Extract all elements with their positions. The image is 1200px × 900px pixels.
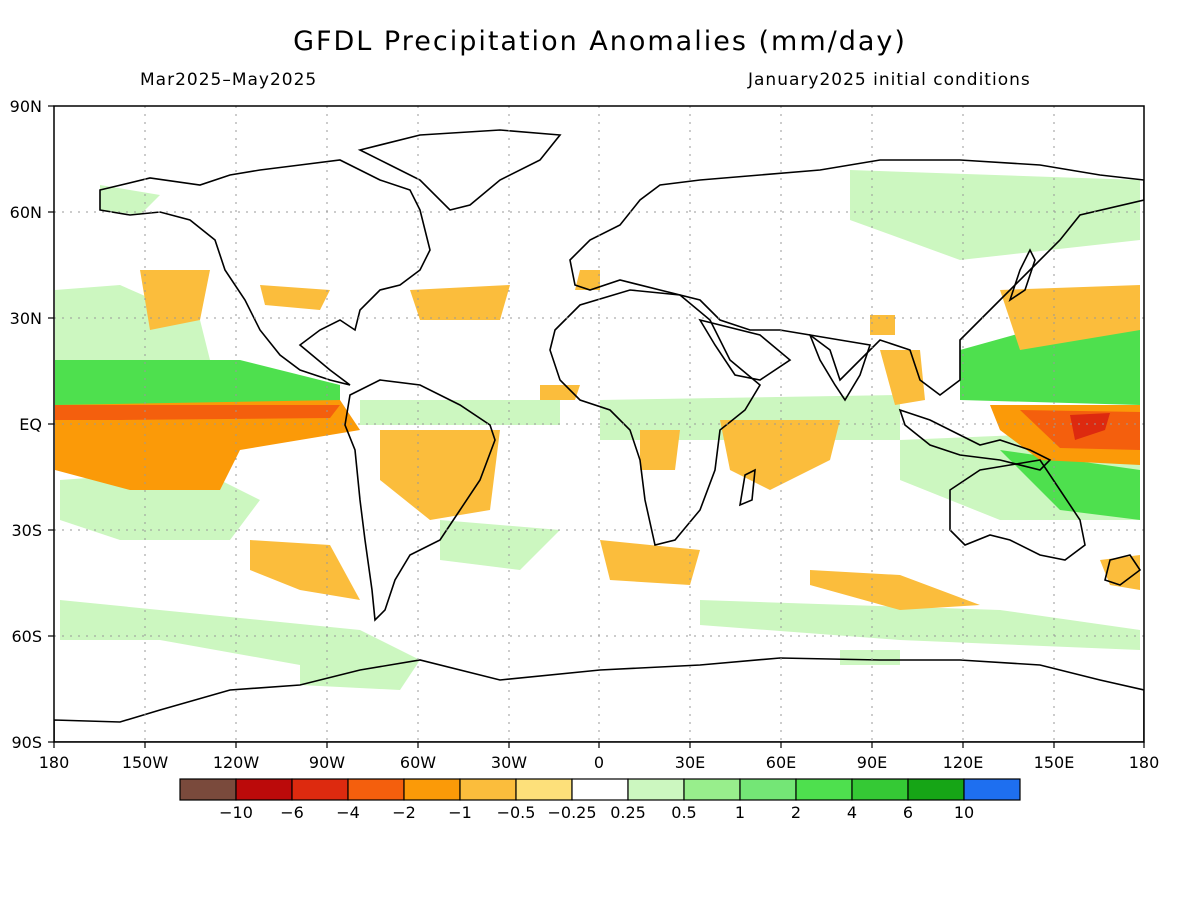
africa-coast: [549, 289, 762, 546]
madagascar-coast: [738, 468, 756, 507]
west-pacific-dry-core: [1070, 413, 1110, 440]
southern-ocean-wet: [100, 185, 160, 215]
east-africa-indian-ocean-dry: [720, 420, 840, 490]
amazon-dry: [810, 570, 980, 610]
lon-tick-label: 180: [1129, 753, 1160, 772]
lon-tick-label: 60W: [400, 753, 436, 772]
colorbar-swatch: [851, 778, 909, 801]
amazon-dry: [870, 315, 895, 335]
lon-tick-label: 30W: [491, 753, 527, 772]
coastlines: [54, 129, 1144, 742]
forecast-period: Mar2025–May2025: [140, 70, 318, 90]
amazon-dry: [410, 285, 510, 320]
antarctica-coast: [54, 657, 1144, 742]
colorbar-swatch: [795, 778, 853, 801]
colorbar-label: 0.5: [671, 803, 696, 822]
colorbar-swatch: [459, 778, 517, 801]
lat-tick-label: EQ: [19, 415, 42, 434]
colorbar-label: −6: [280, 803, 304, 822]
amazon-dry: [575, 270, 600, 290]
colorbar-label: 0.25: [610, 803, 646, 822]
lon-tick-label: 120W: [213, 753, 260, 772]
colorbar-swatch: [627, 778, 685, 801]
australia-coast: [949, 459, 1086, 561]
new-zealand-coast: [1104, 554, 1142, 586]
amazon-dry: [140, 270, 210, 330]
colorbar-label: 2: [791, 803, 801, 822]
lon-tick-label: 150E: [1034, 753, 1075, 772]
colorbar-label: −0.25: [547, 803, 596, 822]
lat-tick-label: 30N: [10, 309, 42, 328]
tick-marks: [48, 105, 1145, 748]
amazon-dry: [260, 285, 330, 310]
colorbar-label: 10: [954, 803, 974, 822]
southern-ocean-wet: [55, 285, 210, 360]
colorbar-swatch: [907, 778, 965, 801]
latitude-labels: 90N 60N 30N EQ 30S 60S 90S: [10, 97, 42, 752]
southern-ocean-wet: [700, 600, 1140, 650]
lat-tick-label: 60N: [10, 203, 42, 222]
lon-tick-label: 180: [39, 753, 70, 772]
itcz-pacific-wet: [55, 360, 340, 405]
india-coast: [808, 333, 872, 402]
lat-tick-label: 30S: [11, 521, 42, 540]
equatorial-east-pacific-dry-core: [55, 405, 340, 420]
colorbar-swatch: [235, 778, 293, 801]
longitude-labels: 180 150W 120W 90W 60W 30W 0 30E 60E 90E …: [39, 753, 1160, 772]
lat-tick-label: 60S: [11, 627, 42, 646]
southern-ocean-wet: [60, 600, 420, 665]
colorbar-swatch: [571, 778, 629, 801]
lon-tick-label: 0: [594, 753, 604, 772]
colorbar-swatch: [963, 778, 1021, 801]
southern-ocean-wet: [440, 520, 560, 570]
colorbar-label: 4: [847, 803, 857, 822]
lon-tick-label: 90W: [309, 753, 345, 772]
lon-tick-label: 30E: [675, 753, 705, 772]
colorbar-label: 1: [735, 803, 745, 822]
amazon-dry: [600, 540, 700, 585]
colorbar-swatch: [403, 778, 461, 801]
amazon-dry: [380, 430, 500, 520]
colorbar-swatch: [347, 778, 405, 801]
colorbar-label: −10: [219, 803, 253, 822]
southern-ocean-wet: [360, 400, 560, 425]
lon-tick-label: 60E: [766, 753, 796, 772]
indonesia-coast: [898, 408, 1052, 471]
colorbar-label: −2: [392, 803, 416, 822]
colorbar-label: −4: [336, 803, 360, 822]
southern-ocean-wet: [300, 660, 420, 690]
japan-coast: [1008, 248, 1036, 302]
colorbar-swatch: [291, 778, 349, 801]
lon-tick-label: 90E: [857, 753, 887, 772]
arabia-coast: [698, 318, 792, 381]
colorbar-swatch: [739, 778, 797, 801]
colorbar-label: 6: [903, 803, 913, 822]
colorbar-swatch: [515, 778, 573, 801]
colorbar-label: −0.5: [497, 803, 536, 822]
west-pacific-wet: [1000, 450, 1140, 520]
amazon-dry: [640, 430, 680, 470]
amazon-dry: [540, 385, 580, 400]
colorbar: −10 −6 −4 −2 −1 −0.5 −0.25 0.25 0.5 1 2 …: [179, 778, 1021, 822]
lon-tick-label: 150W: [122, 753, 169, 772]
southern-ocean-wet: [840, 650, 900, 665]
south-america-coast: [344, 379, 496, 622]
colorbar-swatch: [179, 778, 237, 801]
eurasia-coast: [569, 159, 1144, 396]
amazon-dry: [250, 540, 360, 600]
southern-ocean-wet: [850, 170, 1140, 260]
gridlines: [54, 106, 1144, 742]
lat-tick-label: 90N: [10, 97, 42, 116]
lon-tick-label: 120E: [943, 753, 984, 772]
greenland-coast: [357, 129, 562, 211]
map-title: GFDL Precipitation Anomalies (mm/day): [293, 26, 907, 57]
north-america-coast: [99, 159, 431, 386]
equatorial-east-pacific-dry: [55, 400, 360, 490]
initial-conditions: January2025 initial conditions: [748, 70, 1031, 90]
colorbar-swatch: [683, 778, 741, 801]
colorbar-label: −1: [448, 803, 472, 822]
lat-tick-label: 90S: [11, 733, 42, 752]
